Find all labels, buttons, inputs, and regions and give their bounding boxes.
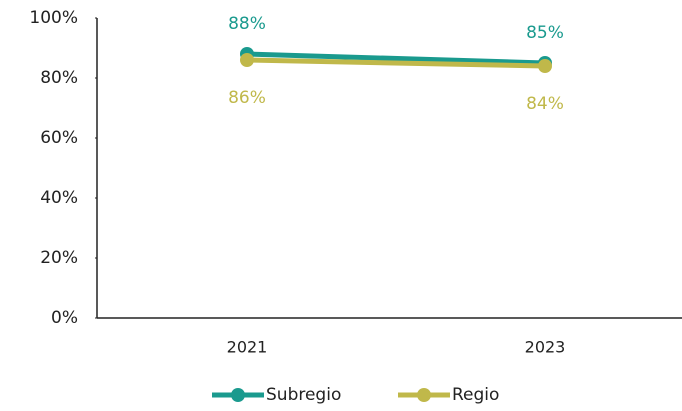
- x-tick-label: 2023: [525, 338, 566, 357]
- data-label: 85%: [526, 23, 564, 43]
- series-line: [246, 51, 546, 66]
- y-tick-label: 0%: [51, 308, 78, 328]
- point: [538, 59, 552, 73]
- y-tick-label: 40%: [40, 188, 78, 208]
- legend-marker: [231, 388, 245, 402]
- legend-marker: [417, 388, 431, 402]
- data-label: 88%: [228, 14, 266, 34]
- y-tick-label: 60%: [40, 128, 78, 148]
- point: [240, 53, 254, 67]
- data-label: 86%: [228, 88, 266, 108]
- y-tick-label: 80%: [40, 68, 78, 88]
- series-line: [246, 57, 546, 69]
- data-label: 84%: [526, 94, 564, 114]
- x-tick-label: 2021: [227, 338, 268, 357]
- y-tick-label: 20%: [40, 248, 78, 268]
- legend-label: Subregio: [266, 385, 341, 405]
- y-tick-label: 100%: [29, 8, 78, 28]
- legend-label: Regio: [452, 385, 499, 405]
